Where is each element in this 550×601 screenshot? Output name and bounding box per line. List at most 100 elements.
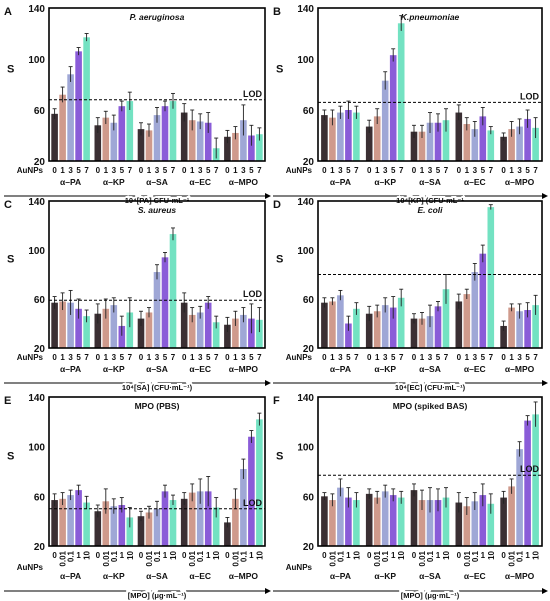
bar-d-g2-b0 xyxy=(410,318,418,348)
bar-d-g1-b4 xyxy=(397,297,405,348)
bar-a-g2-b0 xyxy=(137,129,145,161)
x-sub-label: 3 xyxy=(155,353,160,362)
x-sub-label: 3 xyxy=(155,166,160,175)
bar-c-g2-b3 xyxy=(161,257,169,348)
bar-a-g4-b3 xyxy=(248,135,255,161)
x-sub-label: 1 xyxy=(190,353,195,362)
x-sub-label: 0 xyxy=(139,551,144,560)
panel-letter: C xyxy=(4,199,12,211)
x-sub-label: 1 xyxy=(420,353,425,362)
x-axis-arrow-head xyxy=(542,588,548,594)
x-group-label: α–KP xyxy=(103,364,125,374)
x-sub-label: 0 xyxy=(367,551,372,560)
lod-label: LOD xyxy=(520,91,539,101)
bar-c-g0-b1 xyxy=(59,301,66,348)
bar-b-g4-b3 xyxy=(524,118,531,161)
bar-c-g2-b1 xyxy=(145,312,153,348)
x-sub-label: 7 xyxy=(257,166,262,175)
x-sub-label: 0 xyxy=(501,551,506,560)
x-sub-label: 5 xyxy=(481,166,486,175)
x-sub-label: 5 xyxy=(163,166,168,175)
bar-c-g3-b1 xyxy=(188,314,196,348)
bar-d-g0-b0 xyxy=(321,302,328,348)
x-sub-label: 1 xyxy=(525,551,530,560)
x-sub-label: 7 xyxy=(128,353,133,362)
bar-b-g3-b4 xyxy=(487,130,495,161)
bar-b-g2-b0 xyxy=(410,131,418,161)
bar-a-g1-b4 xyxy=(126,101,134,161)
x-sub-label: 5 xyxy=(525,353,530,362)
y-tick-label: 140 xyxy=(28,393,45,404)
x-axis-arrow-head xyxy=(542,193,548,199)
x-axis-title: [MPO] (μg·mL⁻¹) xyxy=(128,591,187,600)
y-axis-label: S xyxy=(276,63,283,75)
x-sub-label: 10 xyxy=(442,550,451,559)
aunps-label: AuNPs xyxy=(17,353,44,362)
x-group-label: α–MPO xyxy=(505,571,535,581)
x-sub-label: 3 xyxy=(112,353,117,362)
x-sub-label: 1 xyxy=(420,166,425,175)
x-sub-label: 3 xyxy=(68,353,73,362)
x-group-label: α–PA xyxy=(330,364,351,374)
x-sub-label: 10 xyxy=(126,550,135,559)
bar-f-g4-b3 xyxy=(524,420,531,546)
x-sub-label: 5 xyxy=(346,166,351,175)
x-sub-label: 0 xyxy=(52,353,57,362)
x-sub-label: 1 xyxy=(163,551,168,560)
x-sub-label: 0 xyxy=(322,551,327,560)
x-sub-label: 7 xyxy=(84,166,89,175)
x-sub-label: 1 xyxy=(233,166,238,175)
x-sub-label: 10 xyxy=(352,550,361,559)
x-sub-label: 0 xyxy=(225,166,230,175)
lod-label: LOD xyxy=(243,498,262,508)
x-sub-label: 0 xyxy=(52,551,57,560)
x-sub-label: 5 xyxy=(436,166,441,175)
x-sub-label: 7 xyxy=(489,166,494,175)
bar-e-g4-b3 xyxy=(248,436,255,546)
x-sub-label: 0 xyxy=(501,166,506,175)
x-sub-label: 0 xyxy=(96,353,101,362)
y-tick-label: 140 xyxy=(28,4,45,15)
x-axis-arrow-head xyxy=(265,588,271,594)
x-sub-label: 3 xyxy=(473,166,478,175)
bar-d-g3-b0 xyxy=(455,301,463,348)
x-sub-label: 7 xyxy=(489,353,494,362)
x-sub-label: 7 xyxy=(257,353,262,362)
x-sub-label: 3 xyxy=(517,353,522,362)
x-sub-label: 1 xyxy=(104,353,109,362)
y-tick-label: 140 xyxy=(297,393,314,404)
bar-c-g1-b0 xyxy=(94,313,102,348)
x-sub-label: 3 xyxy=(338,353,343,362)
bar-d-g3-b1 xyxy=(463,294,471,348)
x-sub-label: 7 xyxy=(444,353,449,362)
y-tick-label: 20 xyxy=(34,157,46,168)
lod-label: LOD xyxy=(243,89,262,99)
x-group-label: α–EC xyxy=(464,364,486,374)
x-group-label: α–KP xyxy=(374,364,396,374)
x-sub-label: 5 xyxy=(120,353,125,362)
x-sub-label: 0 xyxy=(139,166,144,175)
bar-d-g2-b4 xyxy=(442,289,450,348)
bar-f-g3-b2 xyxy=(471,501,479,546)
plot-frame xyxy=(48,396,266,547)
bar-c-g4-b2 xyxy=(240,314,247,348)
x-sub-label: 0.01 xyxy=(188,550,197,566)
x-sub-label: 3 xyxy=(112,166,117,175)
y-tick-label: 140 xyxy=(297,197,314,208)
bar-b-g0-b3 xyxy=(345,110,352,161)
bar-a-g1-b2 xyxy=(110,122,118,161)
x-sub-label: 3 xyxy=(517,166,522,175)
x-sub-label: 1 xyxy=(147,353,152,362)
x-sub-label: 0.01 xyxy=(328,550,337,566)
bar-b-g4-b2 xyxy=(516,126,523,161)
bar-b-g2-b3 xyxy=(434,122,442,161)
bar-c-g1-b3 xyxy=(118,325,126,348)
x-sub-label: 0 xyxy=(457,551,462,560)
x-sub-label: 5 xyxy=(120,166,125,175)
bar-c-g4-b1 xyxy=(232,318,239,348)
y-tick-label: 100 xyxy=(28,55,45,66)
bar-e-g2-b0 xyxy=(137,516,145,546)
x-sub-label: 0.01 xyxy=(373,550,382,566)
